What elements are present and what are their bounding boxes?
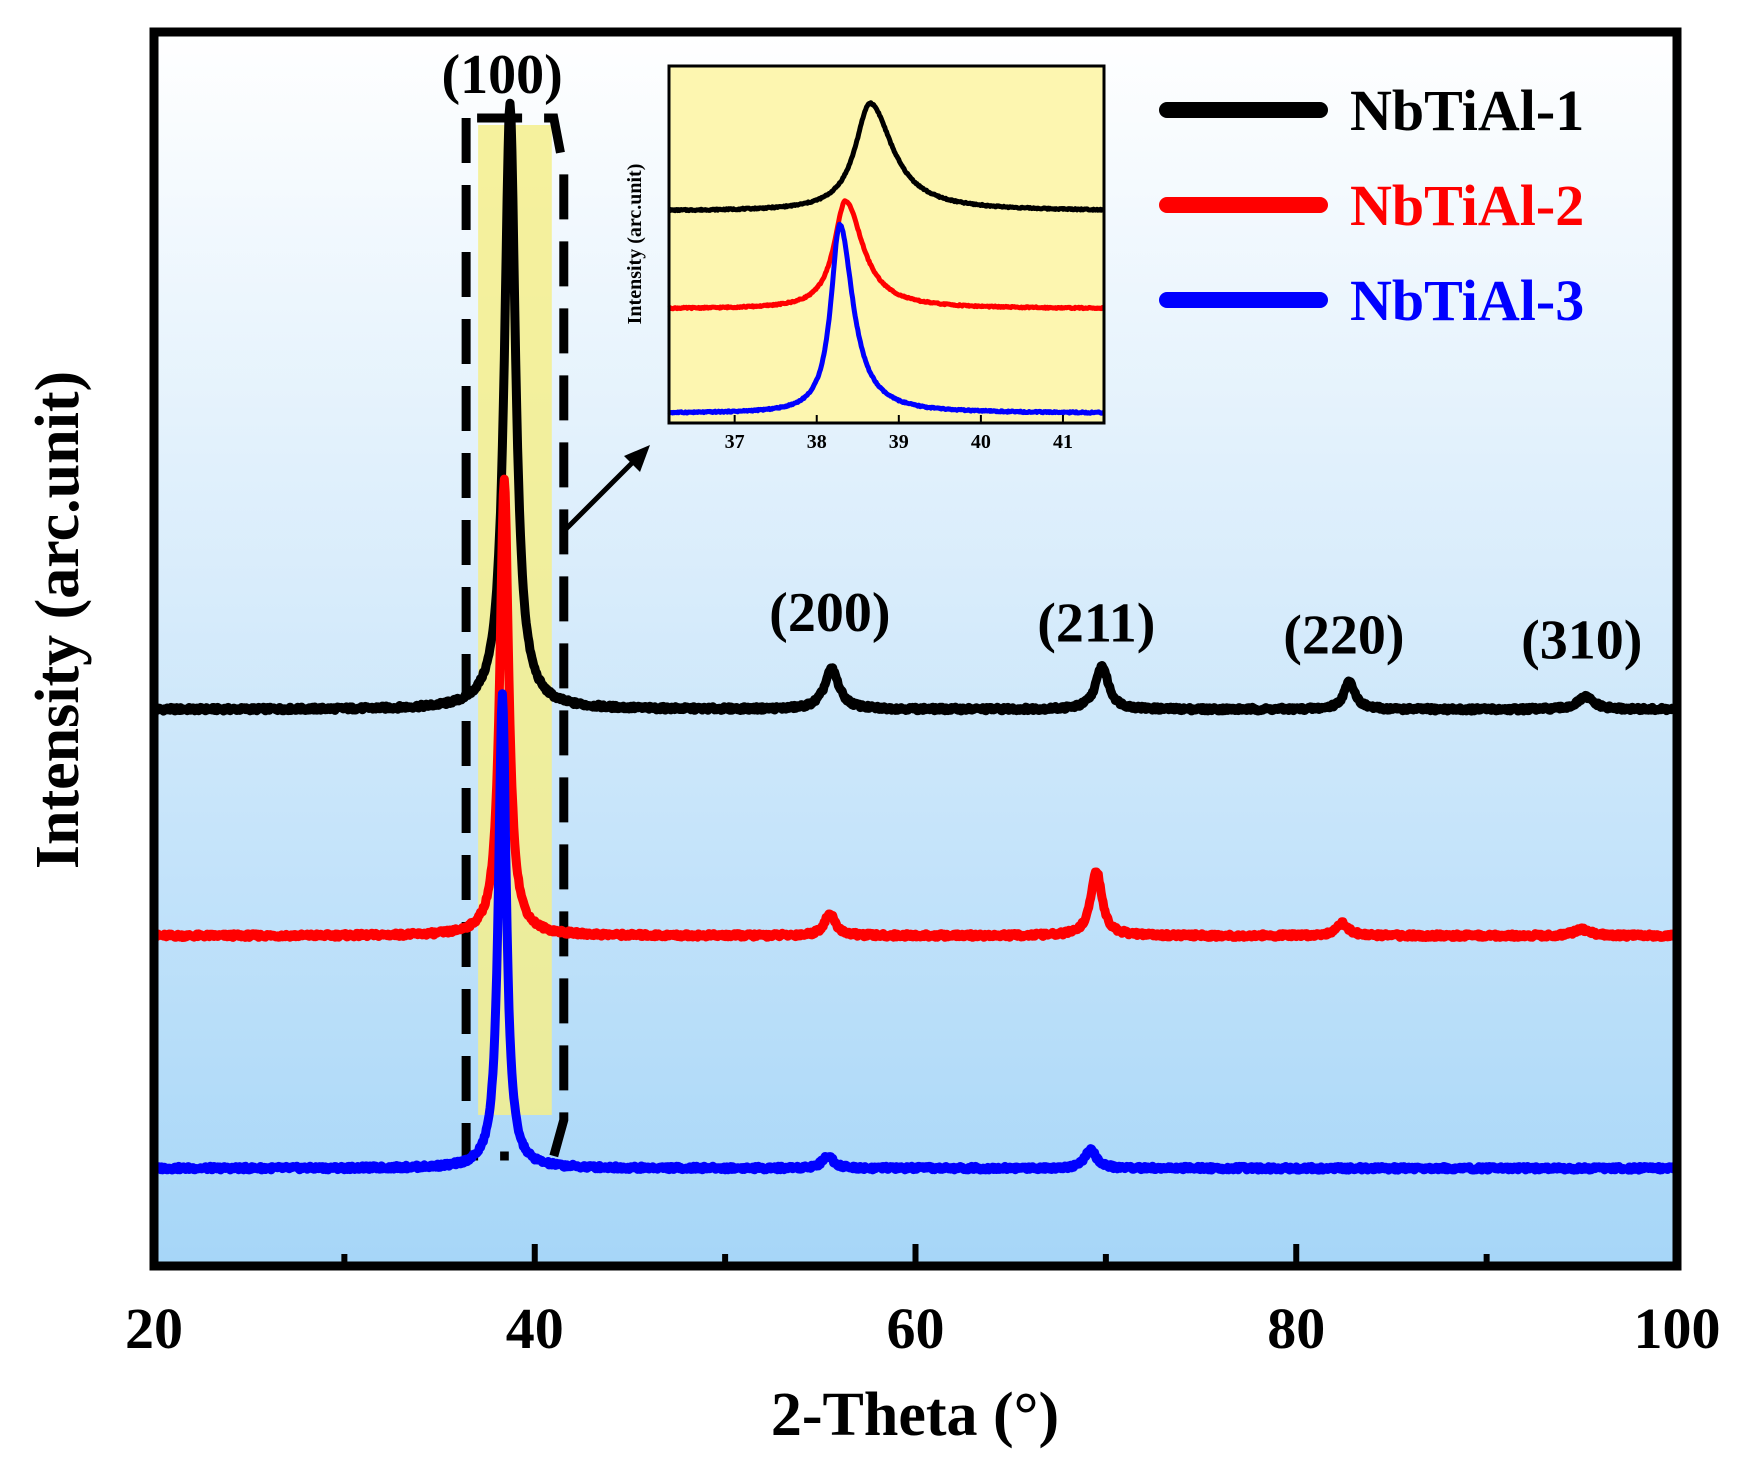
inset-series-line-nbtial-2 [667, 198, 1106, 312]
legend-label: NbTiAl-1 [1350, 78, 1584, 143]
legend-label: NbTiAl-2 [1350, 173, 1584, 238]
peak-label: (100) [442, 44, 563, 106]
peak-label: (310) [1521, 610, 1642, 672]
x-tick-label: 60 [887, 1296, 945, 1361]
inset-series-line-nbtial-1 [667, 100, 1106, 214]
legend: NbTiAl-1 NbTiAl-2 NbTiAl-3 [1159, 78, 1584, 333]
legend-label: NbTiAl-3 [1350, 268, 1584, 333]
zoom-arrow [563, 445, 650, 532]
peak-labels: (100) (200) (211) (220) (310) [442, 44, 1643, 672]
inset-series-group [667, 100, 1106, 416]
series-line-nbtial-1 [149, 98, 1682, 716]
series-line-nbtial-3 [149, 689, 1682, 1175]
peak-label: (220) [1283, 604, 1404, 666]
x-axis-title: 2-Theta (°) [771, 1381, 1059, 1449]
series-group [149, 98, 1682, 1175]
series-line-nbtial-2 [149, 474, 1682, 942]
y-axis-title: Intensity (arc.unit) [24, 371, 92, 869]
peak-label: (200) [769, 582, 890, 644]
inset-background [669, 66, 1104, 423]
peak-label: (211) [1037, 593, 1155, 655]
inset-y-axis-title: Intensity (arc.unit) [624, 164, 646, 325]
inset-frame [667, 64, 1106, 425]
inset-x-tick-label: 39 [889, 431, 909, 453]
x-tick-label: 100 [1634, 1296, 1721, 1361]
inset-series-line-nbtial-3 [667, 221, 1106, 416]
inset-chart: 37 38 39 40 41 Intensity (arc.unit) [624, 64, 1106, 453]
x-tick-label: 20 [125, 1296, 183, 1361]
x-axis: 20 40 60 80 100 [125, 1244, 1721, 1361]
x-tick-label: 40 [506, 1296, 564, 1361]
inset-x-tick-label: 41 [1053, 431, 1073, 453]
x-tick-label: 80 [1267, 1296, 1325, 1361]
inset-x-axis: 37 38 39 40 41 [725, 415, 1073, 453]
inset-x-tick-label: 38 [807, 431, 827, 453]
inset-x-tick-label: 37 [725, 431, 745, 453]
inset-x-tick-label: 40 [971, 431, 991, 453]
